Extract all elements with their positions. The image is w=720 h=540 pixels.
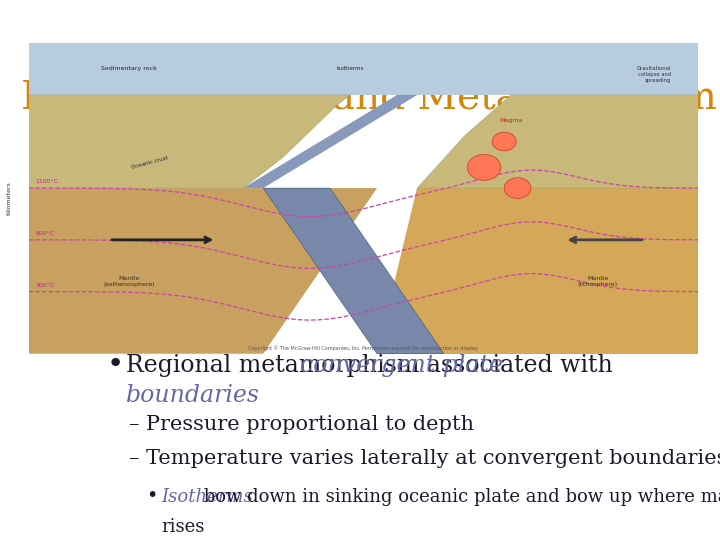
Polygon shape (264, 188, 444, 354)
Text: 600°C: 600°C (35, 231, 55, 236)
Text: Isotherms: Isotherms (336, 66, 364, 71)
Text: – Pressure proportional to depth: – Pressure proportional to depth (129, 415, 474, 434)
Polygon shape (29, 43, 698, 95)
Text: Magma: Magma (499, 118, 523, 123)
Polygon shape (417, 95, 698, 188)
Circle shape (504, 178, 531, 199)
Text: 1100°C: 1100°C (35, 179, 58, 185)
Text: 300°C: 300°C (35, 283, 55, 288)
Circle shape (492, 132, 516, 151)
Text: •: • (107, 350, 124, 379)
Circle shape (467, 154, 501, 180)
Polygon shape (29, 95, 350, 188)
Text: Mantle
(asthenosphere): Mantle (asthenosphere) (104, 276, 155, 287)
Text: convergent plate: convergent plate (300, 354, 510, 377)
Text: Oceanic crust: Oceanic crust (130, 155, 168, 170)
Text: – Temperature varies laterally at convergent boundaries: – Temperature varies laterally at conver… (129, 449, 720, 468)
Text: Gravitational
collapse and
spreading: Gravitational collapse and spreading (637, 66, 672, 83)
Text: Kilometers: Kilometers (6, 181, 12, 215)
Text: Mantle
(lithosphere): Mantle (lithosphere) (578, 276, 618, 287)
Text: Copyright © The McGraw-Hill Companies, Inc. Permission required for reproduction: Copyright © The McGraw-Hill Companies, I… (248, 345, 479, 350)
Text: rises: rises (161, 518, 204, 536)
Text: bow down in sinking oceanic plate and bow up where magma: bow down in sinking oceanic plate and bo… (198, 488, 720, 505)
Text: Isotherms: Isotherms (161, 488, 253, 505)
Polygon shape (29, 188, 377, 354)
Polygon shape (243, 95, 417, 188)
Text: Plate Tectonics and Metamorphism: Plate Tectonics and Metamorphism (21, 79, 717, 117)
Text: •: • (145, 487, 157, 505)
Text: boundaries: boundaries (126, 384, 260, 407)
Text: Sedimentary rock: Sedimentary rock (102, 66, 157, 71)
Text: Regional metamorphism associated with: Regional metamorphism associated with (126, 354, 621, 377)
Polygon shape (377, 188, 698, 354)
